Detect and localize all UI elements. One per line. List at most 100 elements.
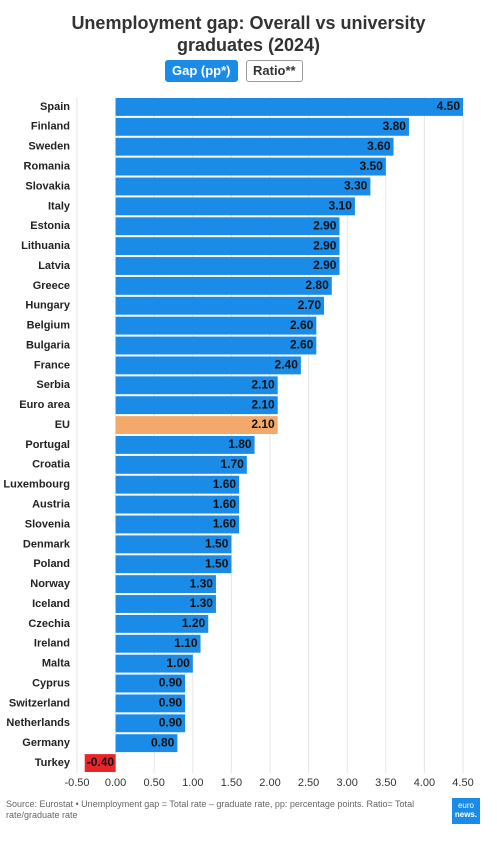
value-label: 2.90 (313, 258, 337, 272)
bar (115, 237, 340, 256)
value-label: -0.40 (87, 755, 115, 769)
x-tick-label: 2.00 (259, 777, 280, 789)
x-tick-label: 4.50 (452, 777, 473, 789)
bar (115, 455, 247, 474)
title: Unemployment gap: Overall vs university … (71, 13, 426, 55)
tab-gap[interactable]: Gap (pp*) (165, 60, 238, 82)
value-label: 2.40 (275, 358, 299, 372)
y-tick-label: Spain (40, 101, 70, 113)
x-tick-label: 3.50 (375, 777, 396, 789)
x-tick-label: 0.50 (143, 777, 164, 789)
y-tick-label: Sweden (28, 141, 70, 153)
bar (115, 217, 340, 236)
source: Source: Eurostat • Unemployment gap = To… (6, 799, 414, 820)
y-tick-label: Germany (22, 737, 71, 749)
bar (115, 595, 216, 613)
y-tick-label: Serbia (36, 379, 71, 391)
value-label: 2.80 (305, 278, 329, 292)
value-label: 2.60 (290, 318, 314, 332)
y-tick-label: Malta (42, 658, 71, 670)
value-label: 1.30 (190, 596, 214, 610)
value-label: 1.50 (205, 537, 229, 551)
x-tick-label: 1.00 (182, 777, 203, 789)
y-tick-label: Czechia (28, 618, 70, 630)
bar (115, 694, 186, 713)
logo: euro (458, 801, 475, 810)
value-label: 1.20 (182, 616, 206, 630)
y-tick-label: Belgium (27, 320, 71, 332)
y-tick-label: Greece (33, 280, 70, 292)
y-tick-label: Romania (24, 160, 71, 172)
bar (84, 754, 116, 772)
value-label: 3.10 (329, 199, 353, 213)
y-tick-label: Bulgaria (26, 339, 71, 351)
value-label: 1.60 (213, 517, 237, 531)
tab-ratio[interactable]: Ratio** (246, 60, 303, 82)
bar (115, 436, 255, 454)
bar (115, 316, 317, 335)
logo: news. (455, 810, 477, 819)
y-tick-label: Luxembourg (3, 479, 70, 491)
y-tick-label: EU (55, 419, 70, 431)
value-label: 1.60 (213, 497, 237, 511)
bar (115, 296, 325, 315)
bar (115, 376, 278, 395)
value-label: 1.60 (213, 477, 237, 491)
value-label: 2.90 (313, 218, 337, 232)
value-label: 3.30 (344, 179, 368, 193)
bar (115, 475, 240, 494)
logo-box (452, 798, 480, 824)
y-tick-label: Latvia (38, 260, 71, 272)
bar (115, 276, 332, 295)
value-label: 2.60 (290, 338, 314, 352)
y-tick-label: Cyprus (32, 677, 70, 689)
bar (115, 197, 355, 216)
value-label: 2.10 (251, 377, 275, 391)
value-label: 1.30 (190, 576, 214, 590)
bar (115, 416, 278, 434)
y-tick-label: Hungary (25, 300, 71, 312)
bar (115, 614, 209, 633)
y-tick-label: Portugal (25, 439, 70, 451)
bar (115, 515, 240, 534)
value-label: 1.10 (174, 636, 198, 650)
bar (115, 98, 463, 116)
bar (115, 177, 371, 196)
y-tick-label: Slovenia (25, 518, 71, 530)
value-label: 4.50 (437, 99, 461, 113)
y-tick-label: Ireland (34, 638, 70, 650)
y-tick-label: Iceland (32, 598, 70, 610)
y-tick-label: Euro area (19, 399, 71, 411)
bar (115, 257, 340, 275)
bar (115, 396, 278, 415)
y-tick-label: Austria (32, 498, 71, 510)
y-tick-label: Estonia (30, 220, 71, 232)
value-label: 1.50 (205, 556, 229, 570)
y-tick-label: Norway (30, 578, 71, 590)
y-tick-label: France (34, 359, 70, 371)
bar (115, 654, 193, 673)
value-label: 2.90 (313, 238, 337, 252)
y-tick-label: Slovakia (25, 180, 71, 192)
y-tick-label: Lithuania (21, 240, 71, 252)
value-label: 0.80 (151, 735, 175, 749)
value-label: 1.00 (166, 656, 190, 670)
bar (115, 535, 232, 554)
source-text: rate/graduate rate (6, 810, 78, 820)
bar (115, 634, 201, 653)
y-tick-label: Poland (33, 558, 70, 570)
x-tick-label: -0.50 (64, 777, 89, 789)
y-tick-label: Netherlands (6, 717, 70, 729)
value-label: 0.90 (159, 696, 183, 710)
bar (115, 575, 216, 594)
y-tick-label: Turkey (35, 757, 71, 769)
value-label: 0.90 (159, 715, 183, 729)
y-tick-label: Finland (31, 121, 70, 133)
y-tick-label: Denmark (23, 538, 71, 550)
value-label: 0.90 (159, 676, 183, 690)
value-label: 3.80 (383, 119, 407, 133)
bar (115, 495, 240, 514)
value-label: 1.70 (220, 457, 244, 471)
